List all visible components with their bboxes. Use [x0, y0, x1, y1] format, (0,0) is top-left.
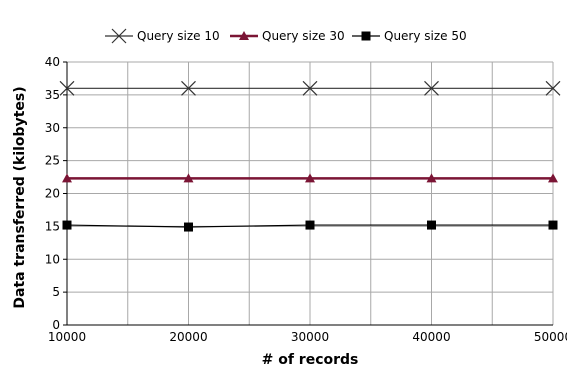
y-tick-label: 0 — [52, 318, 60, 332]
x-tick-label: 40000 — [412, 330, 450, 344]
legend-item: Query size 50 — [352, 29, 467, 43]
data-point — [426, 173, 437, 183]
data-point — [181, 80, 196, 96]
x-tick-label: 50000 — [534, 330, 567, 344]
legend-label: Query size 10 — [137, 29, 220, 43]
series-2 — [62, 173, 558, 183]
data-point — [62, 173, 72, 183]
data-point — [184, 222, 193, 232]
data-point — [59, 80, 75, 96]
x-axis-title: # of records — [262, 352, 359, 368]
series-3 — [62, 220, 558, 232]
y-tick-label: 25 — [45, 154, 60, 168]
data-point — [548, 220, 558, 230]
data-point — [545, 80, 561, 96]
x-tick-label: 10000 — [48, 330, 86, 344]
chart-grid — [67, 61, 554, 326]
legend-label: Query size 30 — [262, 29, 345, 43]
legend-marker — [111, 28, 127, 44]
y-tick-label: 30 — [45, 121, 60, 135]
data-point — [183, 173, 194, 183]
data-point — [424, 80, 439, 96]
x-axis-ticks: 10000 20000 30000 40000 50000 — [48, 330, 567, 344]
data-point — [427, 220, 436, 230]
y-axis-title: Data transferred (kilobytes) — [12, 86, 28, 308]
legend-item: Query size 30 — [230, 29, 345, 43]
legend-marker — [361, 31, 371, 41]
chart-series — [59, 80, 561, 232]
y-axis-ticks: 0 5 10 15 20 25 30 35 40 — [45, 55, 67, 332]
y-tick-label: 35 — [45, 88, 60, 102]
data-point — [302, 80, 318, 96]
y-tick-label: 40 — [45, 55, 60, 69]
y-tick-label: 15 — [45, 219, 60, 233]
data-point — [548, 173, 558, 183]
y-tick-label: 20 — [45, 187, 60, 201]
y-tick-label: 5 — [52, 285, 60, 299]
legend-item: Query size 10 — [105, 28, 220, 44]
x-tick-label: 30000 — [291, 330, 329, 344]
x-tick-label: 20000 — [169, 330, 207, 344]
data-point — [62, 220, 72, 230]
chart-legend: Query size 10 Query size 30 Query size 50 — [105, 28, 467, 44]
series-1 — [59, 80, 561, 96]
data-point — [305, 220, 315, 230]
legend-label: Query size 50 — [384, 29, 467, 43]
legend-marker — [239, 31, 249, 40]
data-point — [305, 173, 315, 183]
y-tick-label: 10 — [45, 252, 60, 266]
